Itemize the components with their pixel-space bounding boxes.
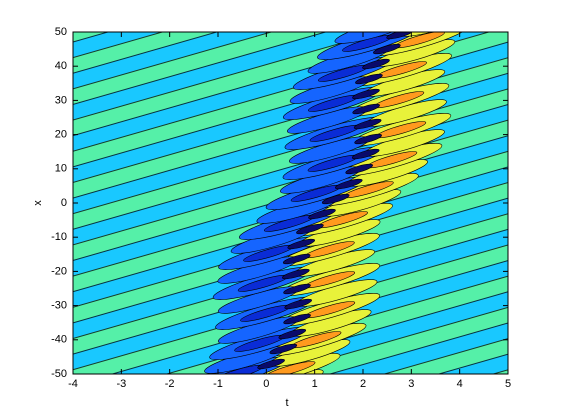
core bbox=[278, 328, 307, 340]
y-tick-label: 40 bbox=[55, 60, 67, 72]
lobe-inner bbox=[367, 2, 419, 24]
core bbox=[354, 133, 382, 145]
wave-lobe bbox=[212, 249, 375, 300]
core bbox=[386, 32, 414, 40]
y-tick-label: 0 bbox=[61, 197, 67, 209]
y-tick-label: 10 bbox=[55, 163, 67, 175]
core bbox=[257, 358, 285, 370]
core bbox=[282, 253, 311, 265]
y-axis-label: x bbox=[32, 200, 44, 206]
wave-lobe bbox=[230, 203, 393, 254]
wave-lobe bbox=[341, 0, 507, 35]
x-axis-label: t bbox=[285, 397, 288, 409]
core bbox=[282, 268, 310, 280]
core bbox=[362, 58, 390, 70]
wave-lobe bbox=[307, 32, 470, 74]
wave-lobe bbox=[215, 279, 378, 330]
lobe-far bbox=[422, 0, 507, 11]
y-tick-label: -20 bbox=[51, 265, 67, 277]
core bbox=[345, 163, 373, 175]
wave-lobe bbox=[204, 323, 367, 374]
y-tick-label: 30 bbox=[55, 94, 67, 106]
lobe-outer bbox=[341, 0, 445, 35]
wave-lobe bbox=[160, 369, 324, 420]
core bbox=[411, 0, 440, 11]
core bbox=[284, 298, 312, 310]
core bbox=[352, 103, 380, 115]
wave-lobe bbox=[289, 53, 452, 104]
core bbox=[399, 12, 428, 25]
lobe-outer bbox=[394, 0, 498, 32]
lobe-far bbox=[334, 32, 417, 44]
wave-lobe bbox=[288, 113, 452, 164]
y-tick-label: -50 bbox=[51, 368, 67, 380]
y-tick-label: -40 bbox=[51, 334, 67, 346]
x-tick-label: 0 bbox=[263, 378, 269, 390]
core bbox=[230, 387, 259, 400]
wave-lobe bbox=[209, 309, 372, 360]
wave-lobe bbox=[292, 39, 456, 90]
wave-lobe bbox=[217, 293, 381, 344]
core bbox=[287, 238, 316, 250]
x-tick-label: -1 bbox=[213, 378, 223, 390]
x-tick-label: 1 bbox=[312, 378, 318, 390]
wave-lobe bbox=[284, 99, 447, 150]
wave-lobe bbox=[218, 219, 381, 270]
core bbox=[353, 118, 382, 130]
lobe-inner bbox=[186, 392, 238, 414]
x-tick-label: -4 bbox=[68, 378, 78, 390]
core bbox=[296, 223, 324, 235]
core bbox=[283, 283, 311, 295]
wave-lobe bbox=[282, 69, 446, 120]
x-tick-label: 5 bbox=[505, 378, 511, 390]
core bbox=[355, 73, 383, 85]
core bbox=[334, 178, 363, 190]
lobe-inner bbox=[366, 151, 418, 169]
wave-lobe bbox=[217, 233, 380, 284]
lobe-far bbox=[242, 369, 324, 374]
wave-lobe bbox=[287, 83, 450, 134]
wave-lobe bbox=[317, 32, 480, 60]
y-tick-label: -30 bbox=[51, 300, 67, 312]
y-tick-label: 50 bbox=[55, 26, 67, 38]
wave-lobe bbox=[217, 263, 381, 314]
wave-lobe bbox=[256, 173, 419, 224]
wave-lobe bbox=[282, 129, 445, 180]
core bbox=[352, 88, 380, 100]
core bbox=[351, 148, 380, 160]
x-tick-label: 4 bbox=[457, 378, 463, 390]
y-tick-label: -10 bbox=[51, 231, 67, 243]
lobe-outer bbox=[160, 381, 264, 420]
x-tick-label: -3 bbox=[116, 378, 126, 390]
lobe-inner bbox=[317, 211, 368, 229]
core bbox=[269, 343, 298, 355]
contour-field bbox=[73, 0, 508, 420]
lobe-inner bbox=[420, 0, 472, 21]
core bbox=[283, 313, 311, 325]
x-tick-label: -2 bbox=[165, 378, 175, 390]
x-tick-label: 3 bbox=[408, 378, 414, 390]
y-tick-label: 20 bbox=[55, 129, 67, 141]
x-tick-label: 2 bbox=[360, 378, 366, 390]
core bbox=[308, 208, 336, 220]
wave-lobe bbox=[334, 0, 498, 44]
